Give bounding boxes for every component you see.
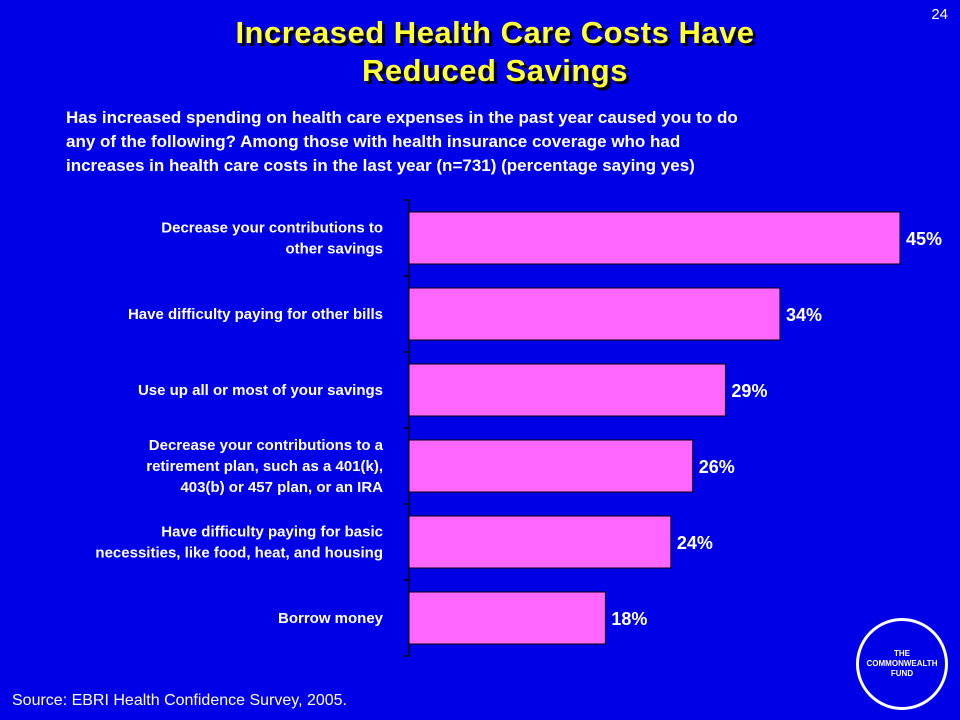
logo-line-1: THE: [893, 649, 910, 658]
category-label: Decrease your contributions to a retireme…: [146, 437, 383, 496]
logo-line-3: FUND: [890, 669, 914, 678]
subtitle-line-1: Has increased spending on health care ex…: [66, 108, 738, 127]
category-label: Borrow money: [278, 610, 384, 627]
bar: [408, 591, 606, 645]
subtitle-line-3: increases in health care costs in the la…: [66, 156, 695, 175]
category-label: Decrease your contributions to other savi…: [161, 220, 383, 258]
title-line-1: Increased Health Care Costs Have: [235, 15, 755, 50]
data-label: 29%: [731, 381, 767, 401]
data-label: 18%: [611, 609, 647, 629]
subtitle-line-2: any of the following? Among those with h…: [66, 132, 681, 151]
title-line-2: Reduced Savings: [362, 53, 628, 88]
data-label: 34%: [786, 305, 822, 325]
data-label: 24%: [677, 533, 713, 553]
category-label: Have difficulty paying for basic necessit…: [95, 524, 383, 562]
survey-question: Has increased spending on health care ex…: [66, 106, 936, 178]
bar: [408, 211, 901, 265]
bar: [408, 287, 781, 341]
source-note: Source: EBRI Health Confidence Survey, 2…: [12, 692, 347, 709]
slide-number: 24: [931, 6, 948, 23]
data-label: 26%: [699, 457, 735, 477]
bar: [408, 363, 726, 417]
slide-title: Increased Health Care Costs Have Reduced…: [80, 14, 910, 90]
commonwealth-fund-logo: THE COMMONWEALTH FUND: [856, 618, 948, 710]
category-label: Have difficulty paying for other bills: [128, 306, 383, 323]
data-label: 45%: [906, 229, 942, 249]
bar: [408, 515, 672, 569]
category-label: Use up all or most of your savings: [138, 382, 383, 399]
bar: [408, 439, 694, 493]
logo-line-2: COMMONWEALTH: [866, 659, 938, 668]
